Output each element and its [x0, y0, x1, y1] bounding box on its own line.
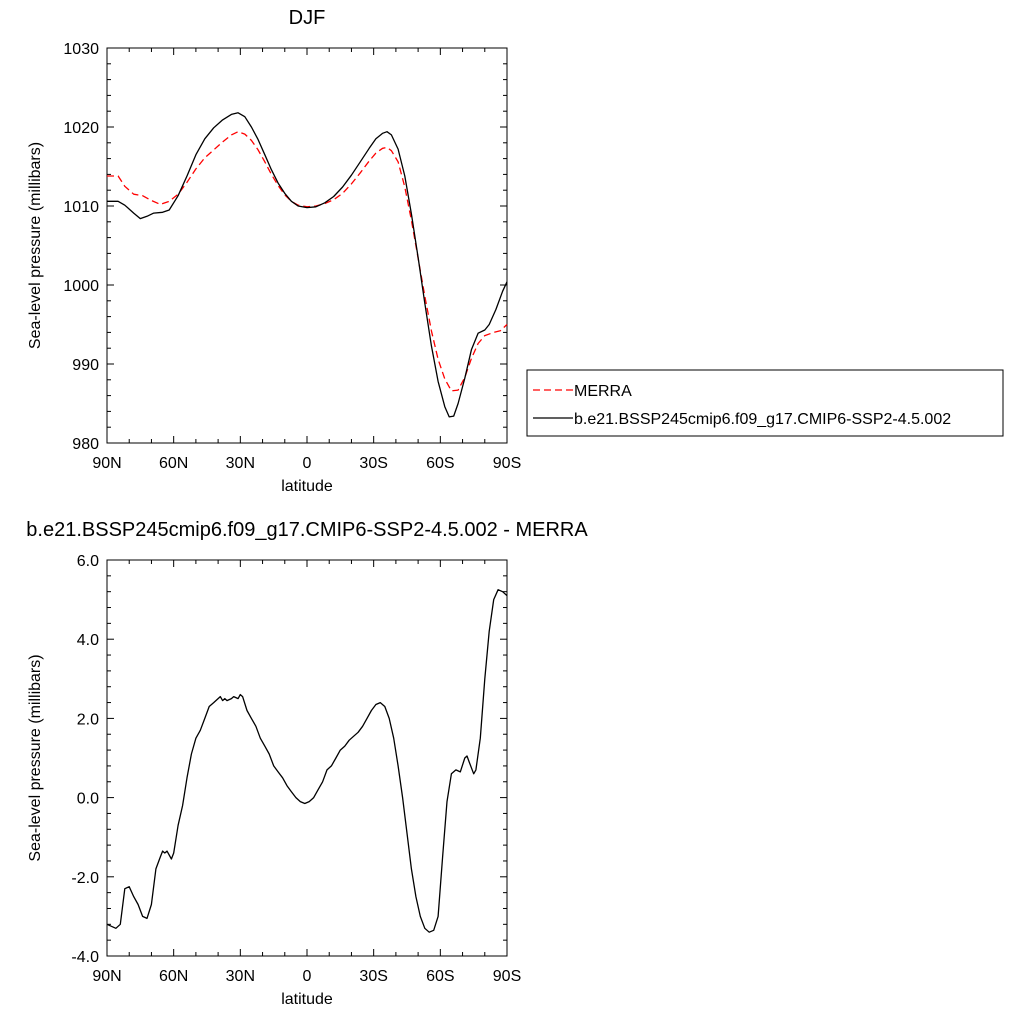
chart-title: b.e21.BSSP245cmip6.f09_g17.CMIP6-SSP2-4.… [26, 519, 588, 541]
y-tick-label: 990 [72, 357, 99, 374]
x-tick-label: 30N [226, 455, 255, 472]
legend-label: b.e21.BSSP245cmip6.f09_g17.CMIP6-SSP2-4.… [574, 411, 951, 428]
y-tick-label: 0.0 [77, 791, 99, 808]
x-tick-label: 90N [92, 455, 121, 472]
x-tick-label: 60S [426, 968, 454, 985]
chart-title: DJF [289, 7, 326, 29]
y-axis-label: Sea-level pressure (millibars) [27, 142, 44, 349]
x-tick-label: 60N [159, 455, 188, 472]
x-tick-label: 90S [493, 968, 521, 985]
bottom-panel-difference: b.e21.BSSP245cmip6.f09_g17.CMIP6-SSP2-4.… [26, 519, 588, 1008]
x-tick-label: 30S [359, 968, 387, 985]
y-tick-label: 1030 [63, 41, 99, 58]
x-tick-label: 0 [303, 455, 312, 472]
y-tick-label: -2.0 [71, 870, 99, 887]
y-tick-label: 1000 [63, 278, 99, 295]
x-tick-label: 90N [92, 968, 121, 985]
x-tick-label: 0 [303, 968, 312, 985]
y-tick-label: -4.0 [71, 949, 99, 966]
plot-frame [106, 559, 508, 957]
x-tick-label: 60N [159, 968, 188, 985]
x-axis-label: latitude [281, 991, 333, 1008]
x-tick-label: 60S [426, 455, 454, 472]
series-line-difference [106, 589, 508, 933]
legend: MERRA b.e21.BSSP245cmip6.f09_g17.CMIP6-SS… [526, 369, 1004, 437]
y-tick-label: 2.0 [77, 711, 99, 728]
legend-box [526, 369, 1004, 437]
y-tick-label: 4.0 [77, 632, 99, 649]
y-axis-label: Sea-level pressure (millibars) [27, 654, 44, 861]
x-axis-label: latitude [281, 478, 333, 495]
series-line-merra [107, 131, 508, 392]
y-tick-label: 980 [72, 436, 99, 453]
y-tick-label: 1020 [63, 120, 99, 137]
x-tick-label: 90S [493, 455, 521, 472]
top-panel-djf: DJF 90N 60N 30N 0 30S 60S 90S 980 990 1000 1010 1020… [27, 7, 521, 495]
legend-label: MERRA [574, 383, 632, 400]
x-tick-label: 30N [226, 968, 255, 985]
series-line-model [107, 112, 508, 418]
y-tick-label: 6.0 [77, 553, 99, 570]
y-tick-label: 1010 [63, 199, 99, 216]
x-tick-label: 30S [359, 455, 387, 472]
